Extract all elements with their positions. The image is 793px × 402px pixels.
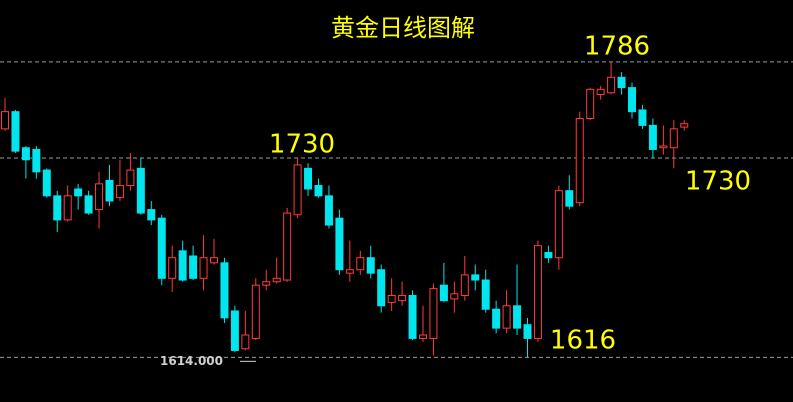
- candle-body: [283, 212, 292, 281]
- candle-body: [147, 209, 156, 221]
- candle-body: [628, 87, 636, 113]
- candle-body: [11, 111, 20, 152]
- candle-body: [366, 257, 375, 274]
- candle-body: [21, 147, 30, 161]
- candle-body: [356, 257, 365, 271]
- candle-body: [554, 190, 563, 259]
- candle-body: [241, 334, 250, 350]
- candle-body: [669, 128, 678, 149]
- candle-body: [272, 277, 281, 283]
- candle-body: [126, 169, 135, 187]
- candle-body: [502, 305, 511, 329]
- annotation: 1730: [269, 130, 335, 160]
- candle-body: [575, 118, 584, 204]
- candle-body: [638, 109, 647, 126]
- candle-body: [95, 183, 104, 211]
- candle-body: [74, 188, 83, 197]
- candle-body: [157, 217, 166, 279]
- candle-body: [304, 167, 313, 190]
- candle-body: [429, 288, 438, 339]
- annotation: 1616: [550, 326, 616, 356]
- candle-body: [314, 185, 323, 197]
- candle-body: [408, 294, 417, 339]
- candle-body: [1, 111, 9, 130]
- candle-body: [199, 257, 208, 279]
- candle-body: [168, 257, 177, 279]
- candle-body: [398, 294, 407, 302]
- candle-body: [617, 76, 626, 89]
- candle-body: [293, 164, 302, 216]
- candle-body: [659, 145, 668, 149]
- candle-body: [84, 195, 93, 214]
- candle-body: [533, 245, 542, 339]
- candle-body: [230, 310, 239, 351]
- candle-body: [450, 293, 459, 300]
- candle-body: [648, 124, 657, 150]
- candle-body: [178, 250, 187, 281]
- candle-body: [324, 195, 333, 226]
- annotation: 1786: [584, 32, 650, 62]
- candle-body: [63, 195, 72, 221]
- price-label: 1614.000: [160, 354, 223, 368]
- candle-body: [439, 284, 448, 302]
- candle-body: [377, 269, 386, 307]
- candle-body: [513, 305, 522, 329]
- candle-body: [387, 294, 396, 303]
- candle-body: [115, 185, 124, 199]
- candle-body: [607, 76, 616, 94]
- candle-body: [136, 167, 145, 214]
- candle-body: [586, 88, 595, 120]
- candle-body: [220, 262, 229, 319]
- candle-body: [419, 334, 427, 339]
- candle-body: [210, 257, 218, 264]
- candle-body: [471, 274, 480, 281]
- candle-body: [335, 217, 344, 271]
- candle-body: [544, 252, 553, 259]
- candle-body: [262, 281, 271, 286]
- candle-body: [565, 190, 574, 207]
- candle-body: [251, 284, 260, 339]
- candle-body: [345, 269, 354, 274]
- candle-body: [680, 123, 689, 128]
- annotation: 1730: [685, 167, 751, 197]
- candle-body: [189, 255, 198, 279]
- candle-body: [105, 179, 114, 202]
- candle-body: [53, 195, 62, 221]
- chart-title: 黄金日线图解: [331, 14, 475, 42]
- candle-body: [460, 274, 469, 296]
- candle-body: [32, 148, 41, 173]
- candle-body: [42, 169, 51, 197]
- candle-body: [481, 279, 490, 310]
- candle-body: [492, 308, 501, 329]
- candle-body: [523, 324, 532, 339]
- candle-body: [596, 88, 605, 95]
